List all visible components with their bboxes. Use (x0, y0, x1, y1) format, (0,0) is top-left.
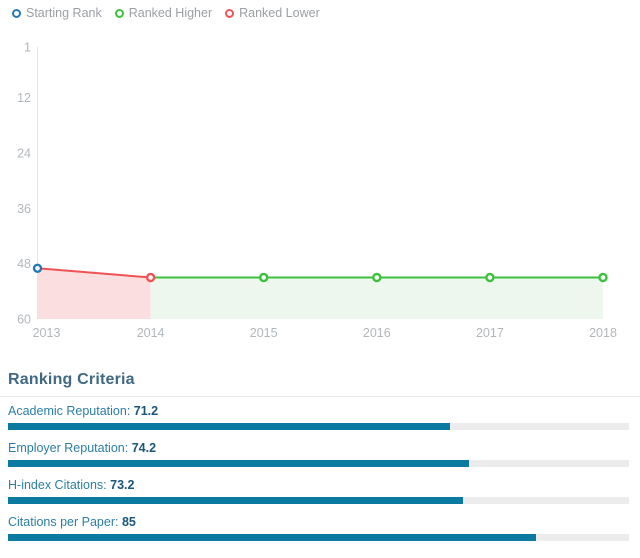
criteria-bar-track (8, 460, 629, 467)
criteria-bar-track (8, 497, 629, 504)
rank-point-2014[interactable] (145, 272, 156, 283)
legend-label-ranked-higher: Ranked Higher (128, 6, 213, 20)
y-tick-label: 1 (24, 41, 31, 55)
criteria-value: 73.2 (110, 478, 135, 492)
rank-point-2018[interactable] (598, 272, 608, 283)
legend-label-ranked-lower: Ranked Lower (239, 6, 320, 20)
criteria-row: Employer Reputation: 74.2 (8, 441, 629, 467)
criteria-bar-fill (8, 423, 451, 430)
criteria-label: H-index Citations: 73.2 (8, 478, 629, 492)
rank-point-2013[interactable] (32, 263, 43, 273)
criteria-label: Citations per Paper: 85 (8, 515, 629, 529)
chart-legend: Starting Rank Ranked Higher Ranked Lower (12, 5, 320, 21)
criteria-name: H-index Citations: (8, 478, 111, 492)
criteria-name: Employer Reputation: (8, 441, 132, 455)
ranked-lower-area (37, 268, 151, 319)
criteria-value: 85 (121, 515, 136, 529)
x-tick-label: 2016 (363, 326, 391, 340)
criteria-label: Employer Reputation: 74.2 (8, 441, 629, 455)
criteria-row: Citations per Paper: 85 (8, 515, 629, 541)
y-tick-label: 60 (17, 313, 31, 327)
legend-item-ranked-higher[interactable]: Ranked Higher (114, 6, 213, 20)
ranked-lower-ring-icon (225, 8, 235, 18)
x-tick-label: 2014 (137, 326, 165, 340)
rank-line-segment-2013-2014 (37, 267, 151, 279)
criteria-bar-track (8, 423, 629, 430)
criteria-name: Academic Reputation: (8, 404, 134, 418)
rank-point-2016[interactable] (372, 272, 382, 283)
criteria-list: Academic Reputation: 71.2 Employer Reputa… (8, 404, 629, 552)
y-tick-label: 36 (17, 202, 31, 216)
criteria-value: 71.2 (133, 404, 159, 418)
rank-point-2017[interactable] (485, 272, 495, 283)
y-tick-label: 12 (17, 91, 31, 105)
criteria-bar-track (8, 534, 629, 541)
criteria-value: 74.2 (131, 441, 157, 455)
criteria-bar-fill (8, 460, 469, 467)
criteria-bar-fill (8, 497, 463, 504)
legend-label-starting-rank: Starting Rank (26, 6, 102, 20)
criteria-name: Citations per Paper: (8, 515, 122, 529)
criteria-bar-fill (8, 534, 536, 541)
x-tick-label: 2018 (589, 326, 617, 340)
x-tick-label: 2013 (33, 326, 61, 340)
ranked-higher-area (150, 277, 603, 319)
rank-point-2015[interactable] (259, 272, 269, 283)
ranked-higher-ring-icon (114, 8, 124, 18)
ranking-criteria-heading: Ranking Criteria (8, 371, 135, 388)
criteria-row: H-index Citations: 73.2 (8, 478, 629, 504)
x-tick-label: 2015 (250, 326, 278, 340)
legend-item-starting-rank[interactable]: Starting Rank (12, 6, 102, 20)
y-tick-label: 24 (17, 147, 31, 161)
criteria-label: Academic Reputation: 71.2 (8, 404, 629, 418)
x-tick-label: 2017 (476, 326, 504, 340)
legend-item-ranked-lower[interactable]: Ranked Lower (225, 6, 320, 20)
y-tick-label: 48 (17, 257, 31, 271)
starting-rank-ring-icon (12, 8, 21, 18)
section-divider (0, 396, 640, 397)
criteria-row: Academic Reputation: 71.2 (8, 404, 629, 430)
